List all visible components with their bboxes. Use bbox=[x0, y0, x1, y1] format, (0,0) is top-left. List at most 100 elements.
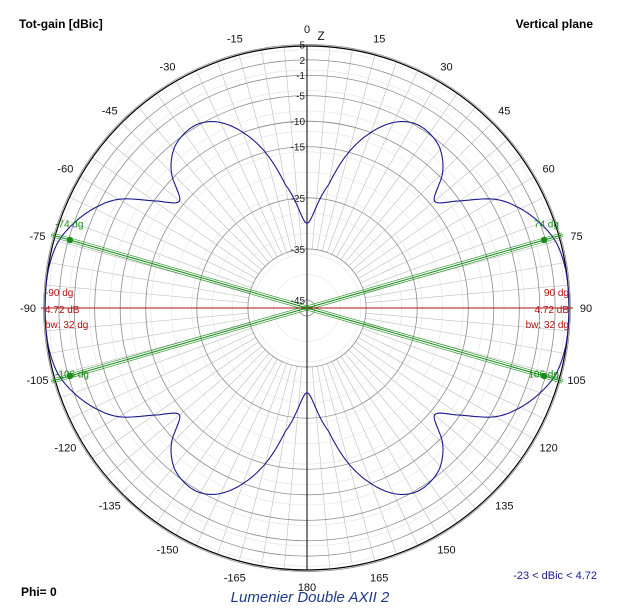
beam-marker-line bbox=[51, 232, 564, 380]
grid-spoke bbox=[311, 366, 331, 570]
grid-spoke bbox=[360, 197, 545, 284]
grid-spoke bbox=[365, 317, 566, 354]
grid-spoke bbox=[316, 366, 353, 567]
grid-spoke bbox=[53, 323, 251, 377]
chart-title-gain: Tot-gain [dBic] bbox=[19, 17, 103, 31]
angle-tick-label: -75 bbox=[30, 231, 46, 243]
beam-marker-line bbox=[50, 232, 563, 380]
grid-spoke bbox=[316, 49, 353, 250]
grid-spoke bbox=[138, 107, 270, 263]
grid-spoke bbox=[283, 366, 303, 570]
grid-spoke bbox=[348, 122, 493, 267]
grid-spoke bbox=[358, 176, 535, 279]
grid-spoke bbox=[138, 353, 270, 509]
grid-spoke bbox=[326, 363, 397, 555]
angle-tick-label: -135 bbox=[99, 500, 121, 512]
grid-spoke bbox=[331, 70, 418, 255]
grid-spoke bbox=[365, 262, 566, 299]
grid-spoke bbox=[175, 80, 278, 257]
angle-tick-label: -120 bbox=[54, 443, 76, 455]
angle-tick-label: 75 bbox=[570, 231, 582, 243]
angle-tick-label: 120 bbox=[539, 443, 557, 455]
radial-tick-label: 2 bbox=[299, 56, 305, 67]
grid-spoke bbox=[106, 345, 262, 477]
beam-width-label: bw: 32 dg bbox=[526, 320, 569, 331]
beam-marker-line bbox=[51, 234, 563, 382]
antenna-caption: Lumenier Double AXII 2 bbox=[230, 589, 390, 606]
grid-spoke bbox=[355, 341, 522, 459]
angle-tick-label: -15 bbox=[227, 34, 243, 46]
tick-labels: 5 2 -1 -5 -10 -15 -25 -35 -45 0 15 30 45 60 75 90 105 120… bbox=[20, 24, 592, 594]
grid-spoke bbox=[340, 93, 458, 260]
grid-spoke bbox=[326, 61, 397, 253]
grid-spoke bbox=[261, 49, 298, 250]
grid-spoke bbox=[217, 61, 288, 253]
z-axis-label: Z bbox=[317, 29, 324, 43]
angle-tick-label: 135 bbox=[495, 500, 513, 512]
grid-spoke bbox=[45, 284, 249, 304]
angle-tick-label: 165 bbox=[370, 572, 388, 584]
grid-spoke bbox=[53, 239, 251, 293]
grid-spoke bbox=[360, 332, 545, 419]
angle-tick-label: -150 bbox=[156, 545, 178, 557]
grid-spoke bbox=[196, 70, 283, 255]
grid-spoke bbox=[352, 345, 508, 477]
beam-marker-label: 90 dg bbox=[544, 288, 569, 299]
grid-spoke bbox=[344, 353, 476, 509]
beam-marker-label: -106 dg bbox=[55, 370, 89, 381]
angle-tick-label: -45 bbox=[102, 106, 118, 118]
grid-spoke bbox=[196, 361, 283, 546]
grid-spoke bbox=[352, 139, 508, 271]
grid-spoke bbox=[344, 107, 476, 263]
grid-spoke bbox=[331, 361, 418, 546]
grid-spoke bbox=[362, 327, 554, 398]
angle-tick-label: 15 bbox=[373, 34, 385, 46]
grid-spoke bbox=[217, 363, 288, 555]
beam-marker-label: 106 dg bbox=[528, 370, 559, 381]
angle-tick-label: 0 bbox=[304, 24, 310, 36]
beam-marker-dot bbox=[66, 372, 74, 380]
angle-tick-label: 30 bbox=[440, 61, 452, 73]
chart-title-plane: Vertical plane bbox=[515, 17, 593, 31]
grid-spoke bbox=[156, 93, 274, 260]
grid-spoke bbox=[175, 359, 278, 536]
angle-tick-label: -105 bbox=[26, 375, 48, 387]
angle-tick-label: -90 bbox=[20, 303, 36, 315]
grid-spoke bbox=[48, 262, 249, 299]
grid-spoke bbox=[60, 218, 252, 289]
beam-markers bbox=[41, 232, 573, 384]
beam-marker-label: -74 dg bbox=[55, 219, 83, 230]
angle-tick-label: -30 bbox=[160, 61, 176, 73]
grid-spoke bbox=[365, 284, 569, 304]
grid-spoke bbox=[92, 341, 259, 459]
grid-spoke bbox=[363, 323, 561, 377]
grid-spoke bbox=[283, 46, 303, 250]
radial-tick-label: -15 bbox=[291, 143, 306, 154]
grid-spoke bbox=[336, 359, 439, 536]
grid-spoke bbox=[106, 139, 262, 271]
grid-spoke bbox=[336, 80, 439, 257]
angle-tick-label: 150 bbox=[437, 545, 455, 557]
grid-spoke bbox=[45, 312, 249, 332]
radial-tick-label: -10 bbox=[291, 117, 306, 128]
grid-spoke bbox=[358, 337, 535, 440]
grid-spoke bbox=[340, 356, 458, 523]
grid-spoke bbox=[348, 349, 493, 494]
grid-spoke bbox=[363, 239, 561, 293]
angle-tick-label: -165 bbox=[224, 572, 246, 584]
radial-tick-label: -45 bbox=[291, 296, 306, 307]
angle-tick-label: 105 bbox=[567, 375, 585, 387]
grid-spoke bbox=[362, 218, 554, 289]
radial-tick-label: -25 bbox=[291, 194, 306, 205]
radiation-pattern bbox=[44, 121, 570, 495]
radial-tick-label: -35 bbox=[291, 245, 306, 256]
radial-tick-label: 5 bbox=[299, 41, 305, 52]
grid-spoke bbox=[79, 176, 256, 279]
grid-spoke bbox=[92, 157, 259, 275]
angle-tick-label: -60 bbox=[57, 164, 73, 176]
phi-readout: Phi= 0 bbox=[21, 585, 57, 599]
grid-spoke bbox=[60, 327, 252, 398]
grid-spoke bbox=[121, 122, 266, 267]
beam-marker-line bbox=[50, 236, 563, 384]
